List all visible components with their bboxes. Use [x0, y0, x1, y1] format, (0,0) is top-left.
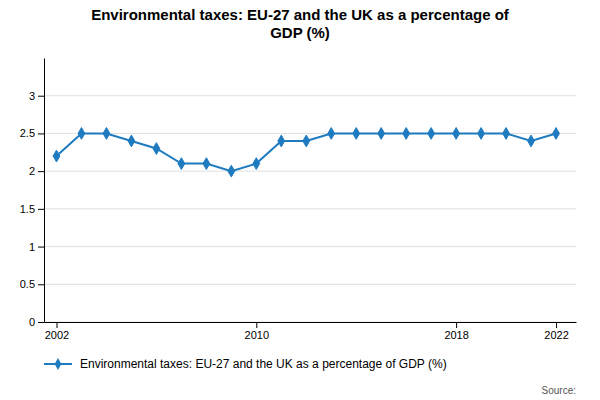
y-tick: 2.5: [20, 127, 44, 139]
y-tick: 1: [29, 241, 44, 253]
point: [353, 128, 360, 140]
y-tick-label: 1.5: [20, 203, 35, 215]
x-tick-label: 2018: [444, 329, 468, 341]
x-tick-mark: [56, 322, 57, 328]
point: [528, 135, 535, 147]
chart: Environmental taxes: EU-27 and the UK as…: [0, 0, 600, 400]
x-axis: 2002 2010 2018 2022: [45, 322, 577, 341]
point: [478, 128, 485, 140]
y-tick-label: 1: [29, 241, 35, 253]
point: [78, 128, 85, 140]
y-tick-mark: [38, 96, 44, 97]
x-tick-label: 2022: [544, 329, 568, 341]
title-line: Environmental taxes: EU-27 and the UK as…: [91, 6, 510, 23]
y-tick-mark: [38, 247, 44, 248]
annotation: Source:: [542, 385, 576, 396]
y-tick-mark: [38, 209, 44, 210]
grid: [44, 96, 576, 322]
y-tick-label: 2.5: [20, 127, 35, 139]
grid-line: [44, 284, 576, 285]
x-tick-mark: [556, 322, 557, 328]
point: [303, 135, 310, 147]
y-axis-line: [44, 59, 45, 323]
point: [553, 128, 560, 140]
y-tick-label: 3: [29, 90, 35, 102]
legend-item: Environmental taxes: EU-27 and the UK as…: [44, 357, 447, 371]
y-tick: 1.5: [20, 203, 44, 215]
legend-label: Environmental taxes: EU-27 and the UK as…: [80, 357, 447, 371]
x-tick-mark: [456, 322, 457, 328]
x-tick-label: 2010: [245, 329, 269, 341]
point: [403, 128, 410, 140]
point: [128, 135, 135, 147]
point: [228, 165, 235, 177]
point: [503, 128, 510, 140]
y-tick: 0: [29, 316, 44, 328]
point: [253, 158, 260, 170]
y-tick-label: 0: [29, 316, 35, 328]
y-tick: 3: [29, 90, 44, 102]
point: [453, 128, 460, 140]
legend-swatch-marker: [55, 358, 62, 370]
grid-line: [44, 322, 576, 323]
point: [278, 135, 285, 147]
y-tick-mark: [38, 171, 44, 172]
y-tick-label: 0.5: [20, 278, 35, 290]
grid-line: [44, 246, 576, 247]
x-tick: 2018: [444, 322, 468, 341]
legend: Environmental taxes: EU-27 and the UK as…: [44, 357, 447, 371]
y-axis: 0 0.5 1 1.5 2 2.5 3: [20, 59, 45, 329]
x-tick: 2002: [45, 322, 69, 341]
point: [153, 143, 160, 155]
grid-line: [44, 171, 576, 172]
point: [328, 128, 335, 140]
x-axis-line: [45, 322, 577, 323]
y-tick-mark: [38, 133, 44, 134]
grid-line: [44, 208, 576, 209]
title-line: GDP (%): [270, 24, 330, 41]
x-tick: 2010: [245, 322, 269, 341]
marks: [53, 128, 559, 177]
x-tick-label: 2002: [45, 329, 69, 341]
title: Environmental taxes: EU-27 and the UK as…: [91, 6, 510, 41]
grid-line: [44, 95, 576, 96]
point: [428, 128, 435, 140]
x-tick-mark: [256, 322, 257, 328]
y-tick-label: 2: [29, 165, 35, 177]
point: [178, 158, 185, 170]
y-tick: 0.5: [20, 278, 44, 290]
point: [53, 150, 60, 162]
point: [203, 158, 210, 170]
y-tick-mark: [38, 284, 44, 285]
point: [103, 128, 110, 140]
y-tick: 2: [29, 165, 44, 177]
x-tick: 2022: [544, 322, 568, 341]
plot: 2002 2010 2018 2022 0 0.5 1 1.5 2 2.5 3: [20, 59, 577, 341]
y-tick-mark: [38, 322, 44, 323]
point: [378, 128, 385, 140]
